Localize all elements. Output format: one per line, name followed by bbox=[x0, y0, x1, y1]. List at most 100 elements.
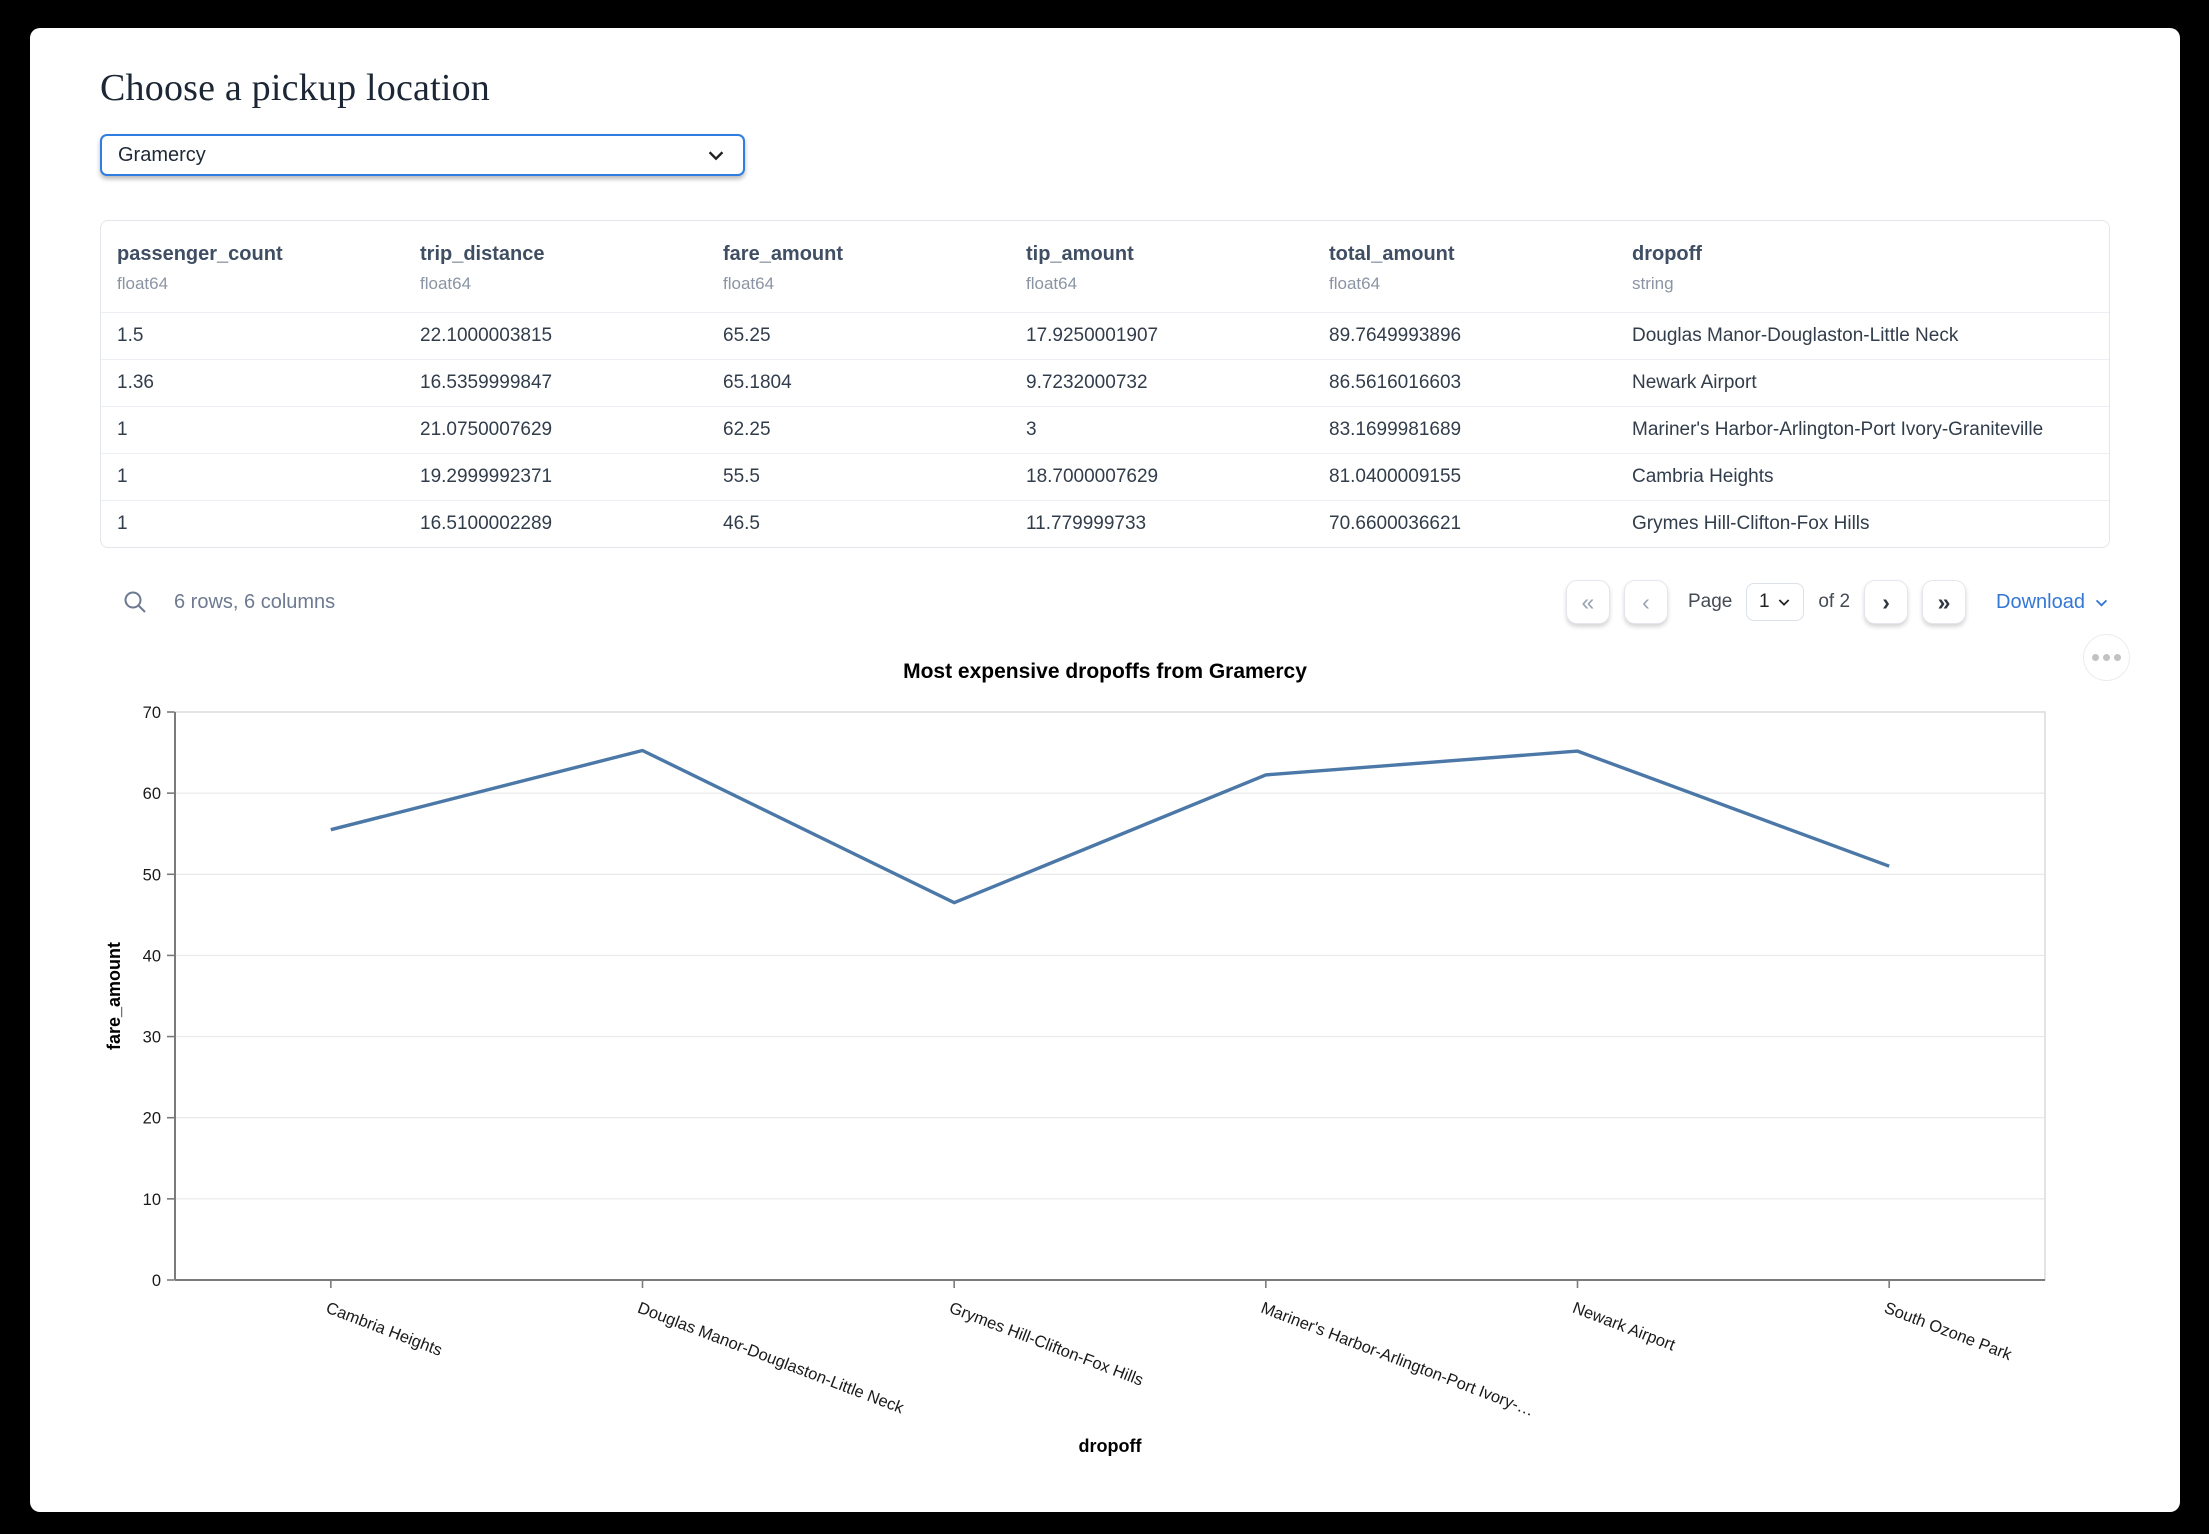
column-name: fare_amount bbox=[723, 243, 844, 265]
svg-text:50: 50 bbox=[143, 866, 161, 884]
column-name: trip_distance bbox=[420, 243, 545, 265]
svg-text:30: 30 bbox=[143, 1029, 161, 1047]
data-table-container: passenger_count float64 trip_distance float… bbox=[100, 220, 2110, 548]
data-table: passenger_count float64 trip_distance float… bbox=[101, 221, 2109, 547]
column-header-passenger_count[interactable]: passenger_count float64 bbox=[101, 221, 404, 313]
column-type: float64 bbox=[1329, 274, 1381, 293]
download-label: Download bbox=[1996, 590, 2085, 613]
svg-text:South Ozone Park: South Ozone Park bbox=[1882, 1299, 2015, 1364]
chart-line bbox=[330, 748, 1890, 905]
column-header-dropoff[interactable]: dropoff string bbox=[1616, 221, 2109, 313]
chart-menu-button[interactable] bbox=[2083, 634, 2130, 681]
table-cell: 1 bbox=[101, 500, 404, 547]
total-pages: 2 bbox=[1839, 591, 1851, 612]
table-cell: 9.7232000732 bbox=[1010, 359, 1313, 407]
table-cell: 83.1699981689 bbox=[1313, 406, 1616, 454]
table-cell: 21.0750007629 bbox=[404, 406, 707, 454]
pickup-location-select[interactable]: Gramercy bbox=[100, 134, 745, 176]
page-word: Page bbox=[1687, 591, 1733, 612]
table-cell: 70.6600036621 bbox=[1313, 500, 1616, 547]
table-cell: 89.7649993896 bbox=[1313, 312, 1616, 360]
next-page-button[interactable]: › bbox=[1864, 580, 1909, 624]
column-name: passenger_count bbox=[117, 243, 283, 265]
column-name: tip_amount bbox=[1026, 243, 1134, 265]
column-name: total_amount bbox=[1329, 243, 1455, 265]
table-row[interactable]: 1 19.2999992371 55.5 18.7000007629 81.040000… bbox=[101, 453, 2109, 501]
table-cell: 16.5100002289 bbox=[404, 500, 707, 547]
chart-section: Most expensive dropoffs from Gramercy 0 1… bbox=[100, 634, 2130, 1482]
svg-text:Douglas Manor-Douglaston-Littl: Douglas Manor-Douglaston-Little Neck bbox=[635, 1299, 907, 1418]
download-button[interactable]: Download bbox=[1996, 591, 2110, 614]
table-cell: 1.36 bbox=[101, 359, 404, 407]
table-cell: 17.9250001907 bbox=[1010, 312, 1313, 360]
more-dots-icon bbox=[2092, 654, 2099, 661]
column-type: float64 bbox=[723, 274, 775, 293]
svg-text:40: 40 bbox=[143, 947, 161, 965]
table-cell: 81.0400009155 bbox=[1313, 453, 1616, 501]
page-title: Choose a pickup location bbox=[100, 67, 490, 109]
page-number-select[interactable]: 1 bbox=[1746, 583, 1805, 621]
x-axis-title: dropoff bbox=[1079, 1436, 1143, 1456]
svg-text:Grymes Hill-Clifton-Fox Hills: Grymes Hill-Clifton-Fox Hills bbox=[947, 1299, 1146, 1390]
table-cell: Douglas Manor-Douglaston-Little Neck bbox=[1616, 312, 2109, 360]
table-cell: 86.5616016603 bbox=[1313, 359, 1616, 407]
table-cell: 55.5 bbox=[707, 453, 1010, 501]
first-page-button[interactable]: « bbox=[1565, 580, 1610, 624]
chart-axes bbox=[167, 711, 2046, 1288]
table-cell: Cambria Heights bbox=[1616, 453, 2109, 501]
table-row[interactable]: 1 16.5100002289 46.5 11.779999733 70.6600036… bbox=[101, 500, 2109, 547]
current-page: 1 bbox=[1759, 591, 1770, 612]
search-icon[interactable] bbox=[122, 589, 148, 615]
svg-text:60: 60 bbox=[143, 785, 161, 803]
line-chart: 0 10 20 30 40 50 60 70 Cambria Heights Douglas Ma… bbox=[104, 704, 2046, 1456]
table-cell: 1.5 bbox=[101, 312, 404, 360]
table-cell: Mariner's Harbor-Arlington-Port Ivory-Gr… bbox=[1616, 406, 2109, 454]
column-header-total_amount[interactable]: total_amount float64 bbox=[1313, 221, 1616, 313]
column-type: string bbox=[1632, 274, 1674, 293]
table-cell: 19.2999992371 bbox=[404, 453, 707, 501]
table-cell: 16.5359999847 bbox=[404, 359, 707, 407]
table-cell: 62.25 bbox=[707, 406, 1010, 454]
table-cell: 1 bbox=[101, 453, 404, 501]
table-cell: Newark Airport bbox=[1616, 359, 2109, 407]
table-row[interactable]: 1 21.0750007629 62.25 3 83.1699981689 Mariner… bbox=[101, 406, 2109, 454]
table-cell: 11.779999733 bbox=[1010, 500, 1313, 547]
column-type: float64 bbox=[117, 274, 169, 293]
svg-text:20: 20 bbox=[143, 1110, 161, 1128]
last-page-button[interactable]: » bbox=[1922, 580, 1967, 624]
column-header-trip_distance[interactable]: trip_distance float64 bbox=[404, 221, 707, 313]
table-footer: 6 rows, 6 columns « ‹ Page 1 of 2 › » Do… bbox=[100, 578, 2110, 626]
chevron-down-icon bbox=[708, 151, 724, 161]
table-cell: Grymes Hill-Clifton-Fox Hills bbox=[1616, 500, 2109, 547]
svg-text:0: 0 bbox=[152, 1272, 161, 1290]
table-cell: 46.5 bbox=[707, 500, 1010, 547]
table-cell: 18.7000007629 bbox=[1010, 453, 1313, 501]
header-row: passenger_count float64 trip_distance float… bbox=[101, 221, 2109, 313]
more-dots-icon bbox=[2114, 654, 2121, 661]
svg-text:Cambria Heights: Cambria Heights bbox=[323, 1299, 444, 1360]
chart-title: Most expensive dropoffs from Gramercy bbox=[903, 660, 1307, 683]
column-header-fare_amount[interactable]: fare_amount float64 bbox=[707, 221, 1010, 313]
table-cell: 22.1000003815 bbox=[404, 312, 707, 360]
table-row[interactable]: 1.36 16.5359999847 65.1804 9.7232000732 86.5… bbox=[101, 359, 2109, 407]
row-summary: 6 rows, 6 columns bbox=[174, 590, 336, 613]
table-cell: 65.1804 bbox=[707, 359, 1010, 407]
chevron-down-icon bbox=[2095, 599, 2108, 607]
app-window: Choose a pickup location Gramercy passen… bbox=[30, 28, 2180, 1512]
chart-axis-labels: 0 10 20 30 40 50 60 70 Cambria Heights Douglas Ma… bbox=[104, 704, 2015, 1456]
column-type: float64 bbox=[1026, 274, 1078, 293]
prev-page-button[interactable]: ‹ bbox=[1623, 580, 1668, 624]
column-header-tip_amount[interactable]: tip_amount float64 bbox=[1010, 221, 1313, 313]
of-word: of bbox=[1818, 591, 1835, 612]
more-dots-icon bbox=[2103, 654, 2110, 661]
svg-text:Newark Airport: Newark Airport bbox=[1570, 1299, 1678, 1355]
pickup-location-value: Gramercy bbox=[118, 143, 206, 166]
chevron-down-icon bbox=[1778, 599, 1789, 606]
table-cell: 65.25 bbox=[707, 312, 1010, 360]
table-row[interactable]: 1.5 22.1000003815 65.25 17.9250001907 89.764… bbox=[101, 312, 2109, 360]
column-name: dropoff bbox=[1632, 243, 1702, 265]
svg-text:70: 70 bbox=[143, 704, 161, 722]
table-cell: 3 bbox=[1010, 406, 1313, 454]
svg-text:Mariner's Harbor-Arlington-Por: Mariner's Harbor-Arlington-Port Ivory-… bbox=[1258, 1299, 1536, 1420]
y-axis-title: fare_amount bbox=[104, 942, 124, 1050]
